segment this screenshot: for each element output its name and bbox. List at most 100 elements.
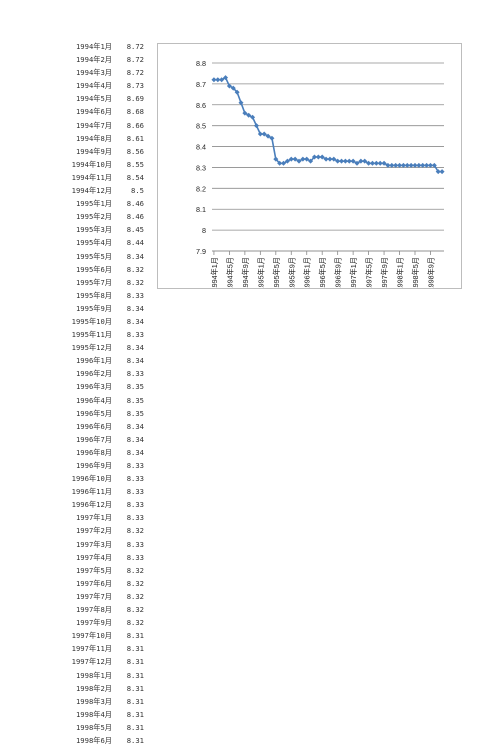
row-date: 1997年3月 xyxy=(75,539,112,549)
row-value: 8.32 xyxy=(126,565,144,575)
data-point xyxy=(234,89,240,95)
data-point xyxy=(211,77,217,83)
data-point xyxy=(277,160,283,166)
row-value: 8.34 xyxy=(126,447,144,457)
data-point xyxy=(366,160,372,166)
x-tick-label: 1994年9月 xyxy=(241,257,250,288)
row-date: 1996年4月 xyxy=(75,395,112,405)
row-date: 1995年5月 xyxy=(75,251,112,261)
row-date: 1997年6月 xyxy=(75,578,112,588)
row-date: 1997年9月 xyxy=(75,618,112,628)
data-point xyxy=(346,158,352,164)
x-tick-label: 1997年9月 xyxy=(380,257,389,288)
data-point xyxy=(439,169,445,175)
row-value: 8.32 xyxy=(126,605,144,615)
data-point xyxy=(323,156,329,162)
row-value: 8.33 xyxy=(126,539,144,549)
line-chart: 8.8 8.7 8.6 8.5 8.4 8.3 8.2 8.1 8 7.9 1994年1月 1994年… xyxy=(157,43,462,291)
row-value: 8.31 xyxy=(126,722,144,732)
data-point xyxy=(350,158,356,164)
row-date: 1994年3月 xyxy=(75,68,112,78)
row-value: 8.34 xyxy=(126,356,144,366)
row-date: 1994年10月 xyxy=(71,159,112,169)
row-value: 8.54 xyxy=(126,172,144,182)
row-date: 1994年2月 xyxy=(75,55,112,65)
row-value: 8.34 xyxy=(126,316,144,326)
data-point xyxy=(219,77,225,83)
x-tick-label: 1997年1月 xyxy=(349,257,358,288)
data-point xyxy=(257,131,263,137)
y-tick-label: 8.7 xyxy=(196,80,206,89)
y-tick-label: 8.1 xyxy=(196,205,206,214)
row-value: 8.46 xyxy=(126,212,144,222)
row-value: 8.33 xyxy=(126,369,144,379)
data-point xyxy=(273,156,279,162)
y-tick-label: 7.9 xyxy=(196,247,206,256)
row-date: 1996年8月 xyxy=(75,447,112,457)
data-point xyxy=(420,162,426,168)
row-date: 1998年3月 xyxy=(75,696,112,706)
row-date: 1994年1月 xyxy=(75,42,112,51)
row-date: 1994年4月 xyxy=(75,81,112,91)
row-value: 8.5 xyxy=(131,186,144,196)
data-point xyxy=(292,156,298,162)
series-line xyxy=(213,76,443,173)
row-value: 8.32 xyxy=(126,618,144,628)
row-date: 1997年4月 xyxy=(75,552,112,562)
row-date: 1994年8月 xyxy=(75,133,112,143)
row-date: 1997年12月 xyxy=(71,657,112,667)
row-date: 1995年2月 xyxy=(75,212,112,222)
y-tick-label: 8.2 xyxy=(196,184,206,193)
row-date: 1996年6月 xyxy=(75,421,112,431)
data-point xyxy=(331,156,337,162)
row-date: 1995年12月 xyxy=(71,343,112,353)
y-tick-label: 8 xyxy=(202,226,206,235)
row-value: 8.66 xyxy=(126,120,144,130)
data-point xyxy=(412,162,418,168)
x-tick-label: 1996年1月 xyxy=(303,257,312,288)
row-date: 1996年10月 xyxy=(71,474,112,484)
row-value: 8.46 xyxy=(126,199,144,209)
row-date: 1996年3月 xyxy=(75,382,112,392)
data-point xyxy=(381,160,387,166)
row-value: 8.55 xyxy=(126,159,144,169)
data-point xyxy=(296,158,302,164)
row-value: 8.34 xyxy=(126,343,144,353)
row-value: 8.33 xyxy=(126,290,144,300)
y-tick-label: 8.3 xyxy=(196,163,206,172)
row-date: 1994年6月 xyxy=(75,107,112,117)
row-value: 8.32 xyxy=(126,591,144,601)
data-point xyxy=(373,160,379,166)
row-value: 8.35 xyxy=(126,382,144,392)
data-point xyxy=(408,162,414,168)
x-tick-label: 1996年9月 xyxy=(334,257,343,288)
data-point xyxy=(385,162,391,168)
row-date: 1995年10月 xyxy=(71,316,112,326)
row-value: 8.72 xyxy=(126,68,144,78)
row-date: 1994年12月 xyxy=(71,186,112,196)
x-tick-label: 1996年5月 xyxy=(318,257,327,288)
data-point xyxy=(265,133,271,139)
data-point xyxy=(261,131,267,137)
row-value: 8.72 xyxy=(126,42,144,51)
row-date: 1997年8月 xyxy=(75,605,112,615)
data-point xyxy=(389,162,395,168)
row-date: 1997年11月 xyxy=(71,644,112,654)
row-value: 8.31 xyxy=(126,670,144,680)
data-point xyxy=(397,162,403,168)
row-value: 8.31 xyxy=(126,683,144,693)
row-date: 1995年7月 xyxy=(75,277,112,287)
row-value: 8.34 xyxy=(126,303,144,313)
data-point xyxy=(281,160,287,166)
row-date: 1994年11月 xyxy=(71,172,112,182)
row-date: 1995年6月 xyxy=(75,264,112,274)
row-value: 8.32 xyxy=(126,578,144,588)
row-value: 8.32 xyxy=(126,264,144,274)
data-point xyxy=(269,135,275,141)
row-date: 1996年2月 xyxy=(75,369,112,379)
row-value: 8.33 xyxy=(126,330,144,340)
row-date: 1998年6月 xyxy=(75,735,112,745)
row-date: 1995年4月 xyxy=(75,238,112,248)
row-value: 8.68 xyxy=(126,107,144,117)
x-tick-label: 1995年5月 xyxy=(272,257,281,288)
